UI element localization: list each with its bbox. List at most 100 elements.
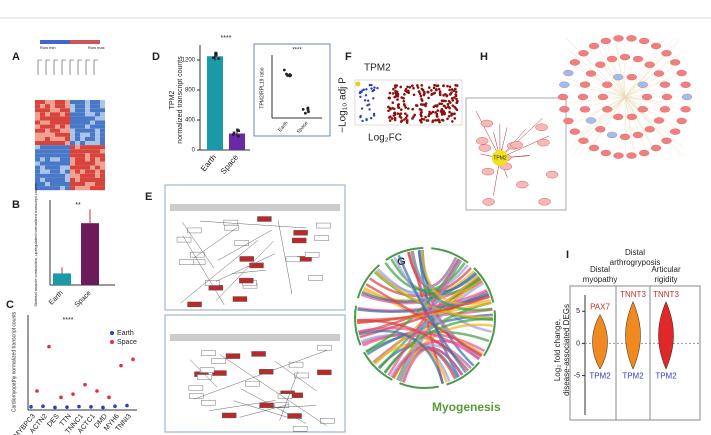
heatmap-cell [35,104,40,109]
point [442,111,446,115]
panel-label: E [145,191,152,203]
node [626,73,637,81]
heatmap-cell [40,132,45,137]
group-label: rigidity [654,275,677,284]
heatmap-cell [55,149,60,154]
point [419,113,423,116]
heatmap-cell [95,149,100,154]
group-label: Distal [590,265,610,274]
heatmap-cell [55,177,60,182]
node [482,198,495,206]
chord [357,295,490,325]
heatmap-cell [55,165,60,170]
heatmap-cell [35,177,40,182]
legend-text: Earth [117,330,134,337]
membrane [170,204,340,211]
edge [580,96,626,134]
heatmap-cell [65,149,70,154]
point [404,87,408,91]
significance: **** [63,317,74,324]
heatmap-cell [70,124,75,129]
heatmap-cell [55,169,60,174]
legend-marker [110,340,114,344]
gene-box [259,402,274,409]
point [416,86,420,89]
point [77,404,81,409]
node [639,37,650,45]
point [391,106,394,110]
heatmap-cell [40,177,45,182]
violin [658,300,674,370]
edge [573,96,626,143]
heatmap-cell [65,173,70,178]
edge [585,43,626,98]
heatmap-cell [45,120,50,125]
arrow [200,220,307,229]
bar [81,223,99,285]
y-label: −Log₁₀ adj P [338,77,349,133]
point [392,87,395,91]
heatmap-cell [75,104,80,109]
x-label: Earth [199,153,218,173]
gene-box [317,369,332,376]
point [453,96,456,99]
point [367,103,371,106]
chord [383,317,494,374]
chord [373,343,448,383]
heatmap-cell [55,173,60,178]
point [399,108,403,111]
edge [624,90,681,98]
point [372,97,375,100]
heatmap-cell [75,165,80,170]
chord [389,343,472,378]
arrow [219,354,327,426]
heatmap-cell [50,108,55,113]
heatmap-cell [100,145,105,150]
gene-box [201,400,216,406]
point [422,93,426,97]
heatmap-cell [45,141,50,146]
node [626,35,637,42]
node [641,93,653,101]
heatmap-cell [90,161,95,166]
heatmap-cell [75,161,80,166]
node [588,144,600,152]
panel-label: B [12,199,20,211]
point [448,110,451,114]
heatmap-cell [85,100,90,105]
heatmap-cell [65,153,70,158]
heatmap-cell [60,108,65,113]
heatmap-cell [85,186,90,191]
heatmap-cell [70,132,75,137]
edge [475,110,501,159]
heatmap-cell [85,108,90,113]
heatmap-cell [100,177,105,182]
heatmap-cell [70,186,75,191]
point [455,84,459,87]
y-label: disease-associated DEGs [562,304,571,396]
heatmap-cell [70,128,75,133]
heatmap-cell [60,136,65,141]
node [613,113,624,121]
heatmap-cell [50,128,55,133]
edge [624,96,664,139]
heatmap-cell [65,112,70,117]
heatmap-cell [35,124,40,129]
point [412,115,415,118]
group-label: myopathy [583,275,618,284]
heatmap-cell [50,141,55,146]
heatmap-cell [60,141,65,146]
node [480,119,494,128]
gene-box [317,344,332,351]
arrow [215,240,274,301]
point [215,53,218,56]
arrow [277,220,293,294]
point [442,94,445,97]
group-label: arthrogryposis [610,258,661,267]
heatmap-cell [75,112,80,117]
node [516,180,529,189]
heatmap-cell [40,173,45,178]
point [447,114,451,118]
point [402,103,406,106]
heatmap-cell [50,165,55,170]
